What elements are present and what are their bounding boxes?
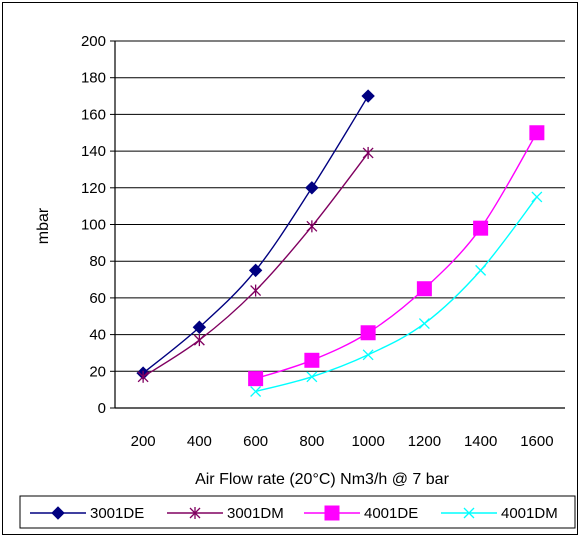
y-tick-label: 140 [81,143,106,160]
series-layer [136,89,545,397]
data-point [362,349,374,361]
legend-item-3001DM: 3001DM [167,505,284,522]
data-point [529,125,545,141]
data-point [304,352,320,368]
x-tick-label: 600 [243,433,268,450]
series-line-4001DM [255,196,538,393]
legend-marker [463,507,475,519]
x-tick-label: 200 [131,433,156,450]
grid-lines [110,40,565,409]
legend-item-4001DE: 4001DE [304,505,418,522]
data-point [193,334,205,347]
data-point [306,220,318,233]
data-point [473,220,489,236]
data-point [306,371,318,383]
data-point [137,370,149,383]
legend-label: 4001DE [364,505,418,522]
data-point [250,284,262,297]
legend-label: 3001DM [227,505,284,522]
y-tick-label: 20 [89,363,106,380]
data-point [248,263,263,278]
series-line-3001DE [142,95,369,374]
legend-item-3001DE: 3001DE [30,505,144,522]
tick-labels: 0 20 40 60 80 100 120 140 160 180 200 200 400 600 800 1… [81,33,554,450]
legend-box [19,495,576,529]
data-point [362,146,374,159]
legend-item-4001DM: 4001DM [441,505,558,522]
series-3001DE [136,89,375,380]
y-axis-title: mbar [35,207,52,244]
y-tick-label: 160 [81,106,106,123]
legend-label: 4001DM [501,505,558,522]
data-point [360,325,376,341]
data-point [416,281,432,297]
data-point [531,191,543,203]
legend-label: 3001DE [90,505,144,522]
series-4001DE [248,125,545,387]
legend-marker [324,505,340,521]
x-tick-label: 1000 [351,433,384,450]
y-tick-label: 80 [89,253,106,270]
x-tick-label: 400 [187,433,212,450]
y-tick-label: 120 [81,180,106,197]
data-point [248,371,264,387]
y-tick-label: 0 [98,400,106,417]
y-tick-label: 40 [89,327,106,344]
data-point [475,264,487,276]
y-tick-label: 200 [81,33,106,50]
data-point [192,320,207,334]
data-point [361,89,375,103]
y-tick-label: 100 [81,217,106,234]
axes [114,41,565,409]
legend-marker [189,507,201,519]
y-tick-label: 60 [89,290,106,307]
legend-marker [51,506,65,520]
x-axis-title: Air Flow rate (20°C) Nm3/h @ 7 bar [195,471,449,488]
y-tick-label: 180 [81,70,106,87]
series-3001DM [137,146,374,383]
x-tick-label: 1600 [520,433,553,450]
data-point [305,181,319,195]
x-tick-label: 1400 [464,433,497,450]
x-tick-label: 800 [299,433,324,450]
data-point [418,318,430,330]
legend: 3001DE 3001DM 4001DE 4001DM [19,495,576,529]
x-tick-label: 1200 [408,433,441,450]
series-4001DM [250,191,543,397]
data-point [250,386,262,397]
